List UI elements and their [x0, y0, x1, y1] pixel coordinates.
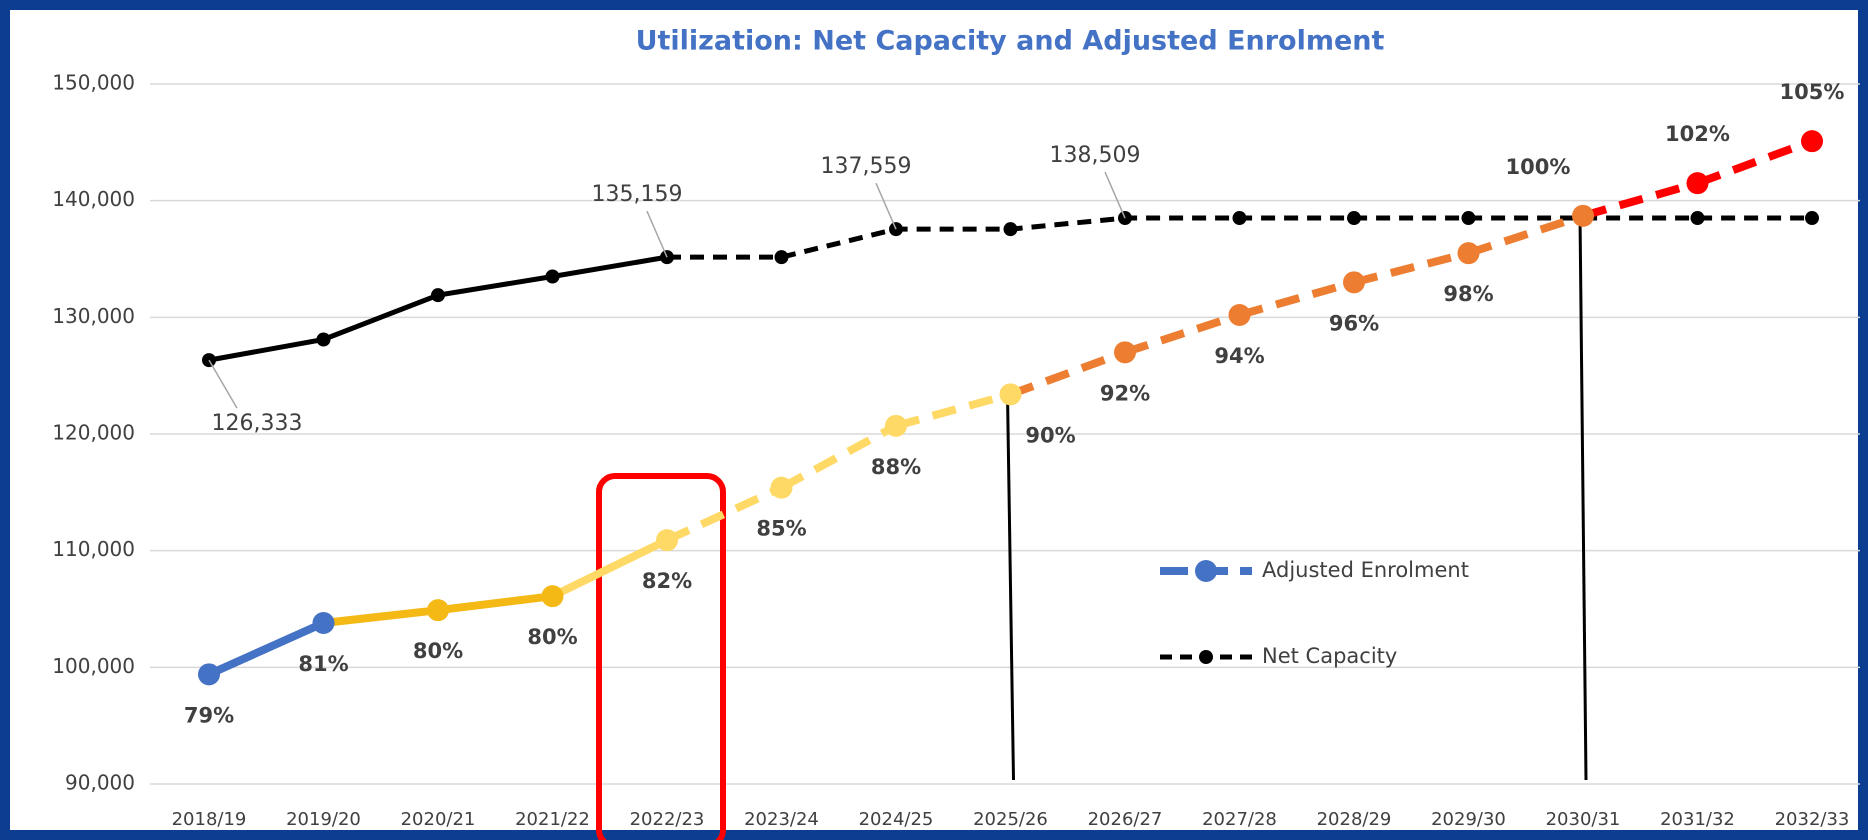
- enrolment-segment: [779, 422, 898, 492]
- enrolment-segment: [1238, 278, 1356, 319]
- y-tick-label: 130,000: [52, 304, 135, 328]
- x-tick-label: 2023/24: [744, 809, 819, 830]
- data-label: 94%: [1214, 344, 1264, 368]
- data-label: 82%: [642, 569, 692, 593]
- net-capacity-point: [1003, 222, 1018, 237]
- enrolment-segment: [1353, 249, 1470, 287]
- net-capacity-point: [1232, 211, 1247, 226]
- data-label: 85%: [756, 517, 806, 541]
- data-label: 98%: [1443, 282, 1493, 306]
- data-label: 102%: [1665, 122, 1730, 146]
- data-label: 79%: [184, 703, 234, 727]
- legend-label: Adjusted Enrolment: [1262, 558, 1469, 582]
- enrolment-segment: [437, 592, 553, 615]
- leader-line: [875, 182, 897, 230]
- x-tick-label: 2029/30: [1431, 809, 1506, 830]
- data-label: 100%: [1506, 155, 1571, 179]
- drop-line: [1578, 215, 1588, 781]
- x-tick-label: 2032/33: [1775, 809, 1850, 830]
- x-tick-label: 2030/31: [1546, 809, 1621, 830]
- enrolment-segment: [1581, 179, 1699, 220]
- data-label: 88%: [871, 455, 921, 479]
- chart-title: Utilization: Net Capacity and Adjusted E…: [636, 26, 1385, 57]
- enrolment-segment: [665, 484, 784, 544]
- net-capacity-point: [1461, 211, 1476, 226]
- net-capacity-point: [1347, 211, 1361, 226]
- enrolment-point: [999, 383, 1022, 406]
- x-tick-label: 2022/23: [630, 809, 705, 830]
- x-tick-label: 2019/20: [286, 809, 361, 830]
- y-tick-label: 90,000: [65, 771, 135, 795]
- data-label: 137,559: [821, 154, 912, 179]
- net-capacity-point: [774, 250, 789, 265]
- enrolment-segment: [207, 619, 326, 678]
- x-tick-label: 2018/19: [172, 809, 247, 830]
- data-label: 105%: [1780, 80, 1845, 104]
- legend-marker: [1195, 560, 1217, 582]
- data-label: 92%: [1100, 381, 1150, 405]
- enrolment-segment: [1696, 137, 1814, 187]
- enrolment-point: [427, 599, 449, 622]
- enrolment-segment: [1009, 348, 1127, 399]
- highlight-box: [596, 473, 726, 840]
- net-capacity-point: [545, 269, 560, 284]
- enrolment-point: [312, 612, 335, 634]
- enrolment-segment: [1467, 212, 1585, 257]
- enrolment-point: [656, 529, 678, 552]
- net-capacity-point: [431, 288, 445, 303]
- enrolment-point: [1343, 271, 1365, 294]
- net-capacity-point: [1690, 211, 1705, 226]
- leader-line: [208, 359, 238, 409]
- enrolment-point: [1228, 304, 1251, 326]
- y-tick-label: 110,000: [52, 537, 135, 561]
- x-tick-label: 2021/22: [515, 809, 590, 830]
- data-label: 80%: [413, 639, 463, 663]
- y-tick-label: 140,000: [52, 187, 135, 211]
- leader-line: [1104, 171, 1126, 219]
- y-tick-label: 120,000: [52, 421, 135, 445]
- x-tick-label: 2031/32: [1660, 809, 1735, 830]
- legend-label: Net Capacity: [1262, 644, 1397, 668]
- data-label: 81%: [298, 652, 348, 676]
- x-tick-label: 2028/29: [1317, 809, 1392, 830]
- y-tick-label: 150,000: [52, 71, 135, 95]
- enrolment-segment: [894, 390, 1012, 430]
- enrolment-point: [1686, 172, 1709, 195]
- y-tick-label: 100,000: [52, 654, 135, 678]
- x-tick-label: 2020/21: [401, 809, 476, 830]
- drop-line: [1006, 394, 1015, 781]
- enrolment-point: [1801, 130, 1823, 153]
- enrolment-point: [541, 585, 564, 608]
- x-tick-label: 2026/27: [1088, 809, 1163, 830]
- net-capacity-point: [316, 332, 331, 347]
- legend-marker: [1199, 650, 1213, 664]
- x-tick-label: 2027/28: [1202, 809, 1277, 830]
- x-tick-label: 2025/26: [973, 809, 1048, 830]
- data-label: 80%: [527, 625, 577, 649]
- net-capacity-point: [1805, 211, 1819, 226]
- enrolment-point: [1457, 242, 1480, 265]
- data-label: 126,333: [212, 411, 303, 436]
- leader-line: [646, 210, 668, 258]
- enrolment-point: [1114, 341, 1136, 364]
- enrolment-segment: [323, 606, 439, 627]
- enrolment-segment: [1123, 311, 1241, 357]
- enrolment-segment: [550, 536, 669, 600]
- enrolment-point: [770, 476, 793, 499]
- x-tick-label: 2024/25: [859, 809, 934, 830]
- data-label: 135,159: [592, 182, 683, 207]
- enrolment-point: [1572, 204, 1594, 227]
- plot-background: [10, 10, 1858, 830]
- data-label: 96%: [1329, 311, 1379, 335]
- enrolment-point: [885, 414, 907, 437]
- data-label: 90%: [1025, 423, 1075, 447]
- enrolment-point: [198, 663, 220, 686]
- data-label: 138,509: [1050, 143, 1141, 168]
